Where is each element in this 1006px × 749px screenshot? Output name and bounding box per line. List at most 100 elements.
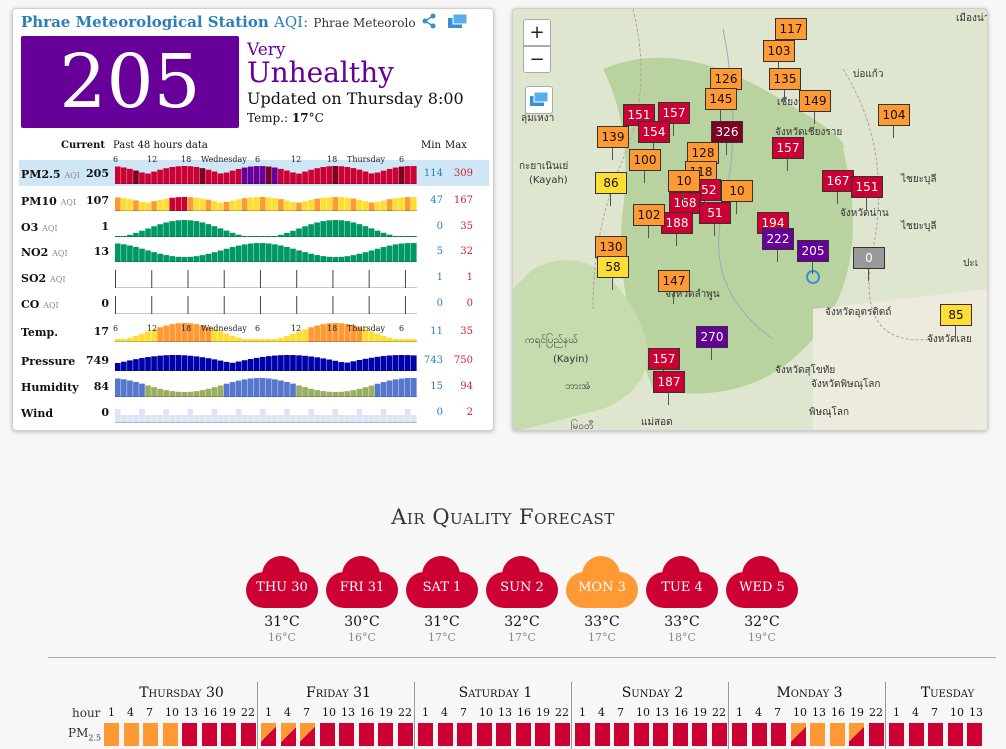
forecast-cell[interactable] [829, 723, 845, 746]
station-marker[interactable]: 167 [822, 170, 854, 204]
forecast-cell[interactable] [123, 723, 139, 746]
sparkline[interactable] [115, 189, 417, 211]
zoom-out-button[interactable]: − [523, 46, 551, 73]
station-marker[interactable]: 117 [775, 18, 807, 52]
forecast-cell[interactable] [672, 723, 688, 746]
sparkline[interactable] [115, 266, 417, 288]
forecast-day-2[interactable]: SAT 1 [406, 556, 478, 608]
station-marker[interactable]: 151 [851, 176, 883, 210]
forecast-cell[interactable] [515, 723, 531, 746]
forecast-cell[interactable] [496, 723, 511, 746]
zoom-in-button[interactable]: + [523, 19, 551, 46]
station-marker[interactable]: 58 [597, 256, 629, 290]
row-pm25[interactable]: PM2.5 AQI 205 114 309 [19, 160, 489, 186]
station-marker[interactable]: 103 [763, 40, 795, 74]
forecast-cell[interactable] [575, 723, 590, 746]
forecast-cell[interactable] [653, 723, 668, 746]
sparkline[interactable] [115, 375, 417, 397]
row-no2[interactable]: NO2 AQI 13 5 32 [19, 238, 489, 264]
forecast-day-5[interactable]: TUE 4 [646, 556, 718, 608]
forecast-cell[interactable] [261, 723, 276, 746]
row-so2[interactable]: SO2 AQI 1 1 [19, 264, 489, 290]
sparkline[interactable] [115, 162, 417, 184]
station-marker[interactable]: 51 [699, 202, 731, 236]
forecast-cell[interactable] [319, 723, 335, 746]
station-marker[interactable]: 147 [658, 270, 690, 304]
forecast-cell[interactable] [692, 723, 707, 746]
forecast-cell[interactable] [358, 723, 374, 746]
station-marker[interactable]: 168 [669, 192, 701, 226]
forecast-cell[interactable] [908, 723, 924, 746]
forecast-cell[interactable] [378, 723, 393, 746]
forecast-cell[interactable] [221, 723, 236, 746]
forecast-day-1[interactable]: FRI 31 [326, 556, 398, 608]
station-marker[interactable]: 205 [797, 240, 829, 274]
row-hum[interactable]: Humidity 84 15 94 [19, 373, 489, 399]
row-press[interactable]: Pressure 749 743 750 [19, 347, 489, 373]
forecast-cell[interactable] [418, 723, 433, 746]
station-name[interactable]: Phrae Meteorological Station [21, 13, 269, 31]
station-marker[interactable]: 10 [668, 170, 700, 204]
station-marker[interactable]: 85 [940, 304, 972, 338]
sparkline[interactable] [115, 401, 417, 423]
forecast-cell[interactable] [790, 723, 806, 746]
forecast-cell[interactable] [594, 723, 610, 746]
forecast-cell[interactable] [182, 723, 197, 746]
station-marker[interactable]: 145 [705, 88, 737, 122]
forecast-cell[interactable] [201, 723, 217, 746]
forecast-cell[interactable] [240, 723, 256, 746]
forecast-cell[interactable] [810, 723, 825, 746]
forecast-cell[interactable] [143, 723, 158, 746]
station-marker[interactable]: 326 [711, 121, 743, 155]
station-marker[interactable]: 187 [653, 371, 685, 405]
forecast-cell[interactable] [633, 723, 649, 746]
station-marker[interactable]: 188 [661, 212, 693, 246]
forecast-cell[interactable] [104, 723, 119, 746]
sparkline[interactable] [115, 349, 417, 371]
station-marker[interactable]: 126 [710, 68, 742, 102]
forecast-cell[interactable] [947, 723, 963, 746]
forecast-cell[interactable] [889, 723, 904, 746]
station-marker[interactable]: 135 [769, 68, 801, 102]
forecast-cell[interactable] [771, 723, 786, 746]
station-marker[interactable]: 0 [853, 247, 885, 281]
row-temp[interactable]: Temp. 17 11 35 [19, 318, 489, 344]
forecast-cell[interactable] [457, 723, 472, 746]
forecast-day-4[interactable]: MON 3 [566, 556, 638, 608]
row-co[interactable]: CO AQI 0 0 0 [19, 290, 489, 316]
sparkline[interactable] [115, 240, 417, 262]
forecast-cell[interactable] [554, 723, 570, 746]
station-marker[interactable]: 100 [629, 149, 661, 183]
forecast-cell[interactable] [928, 723, 943, 746]
forecast-cell[interactable] [437, 723, 453, 746]
row-pm10[interactable]: PM10 AQI 107 47 167 [19, 187, 489, 213]
station-marker[interactable]: 157 [658, 102, 690, 136]
forecast-cell[interactable] [339, 723, 354, 746]
station-marker[interactable]: 104 [878, 104, 910, 138]
forecast-cell[interactable] [967, 723, 982, 746]
forecast-cell[interactable] [280, 723, 296, 746]
forecast-cell[interactable] [711, 723, 727, 746]
sparkline[interactable] [115, 320, 417, 342]
row-o3[interactable]: O3 AQI 1 0 35 [19, 213, 489, 239]
forecast-cell[interactable] [476, 723, 492, 746]
station-marker[interactable]: 149 [799, 90, 831, 124]
sparkline[interactable] [115, 215, 417, 237]
forecast-cell[interactable] [300, 723, 315, 746]
station-marker[interactable]: 157 [772, 137, 804, 171]
forecast-day-6[interactable]: WED 5 [726, 556, 798, 608]
forecast-cell[interactable] [162, 723, 178, 746]
forecast-cell[interactable] [868, 723, 884, 746]
station-marker[interactable]: 86 [595, 172, 627, 206]
station-marker[interactable]: 128 [687, 142, 719, 176]
forecast-cell[interactable] [732, 723, 747, 746]
station-marker[interactable]: 102 [633, 204, 665, 238]
forecast-day-0[interactable]: THU 30 [246, 556, 318, 608]
forecast-cell[interactable] [535, 723, 550, 746]
forecast-cell[interactable] [849, 723, 864, 746]
forecast-cell[interactable] [614, 723, 629, 746]
station-marker[interactable]: 157 [648, 348, 680, 382]
station-marker[interactable]: 154 [638, 121, 670, 155]
forecast-cell[interactable] [397, 723, 413, 746]
row-wind[interactable]: Wind 0 0 2 [19, 399, 489, 425]
